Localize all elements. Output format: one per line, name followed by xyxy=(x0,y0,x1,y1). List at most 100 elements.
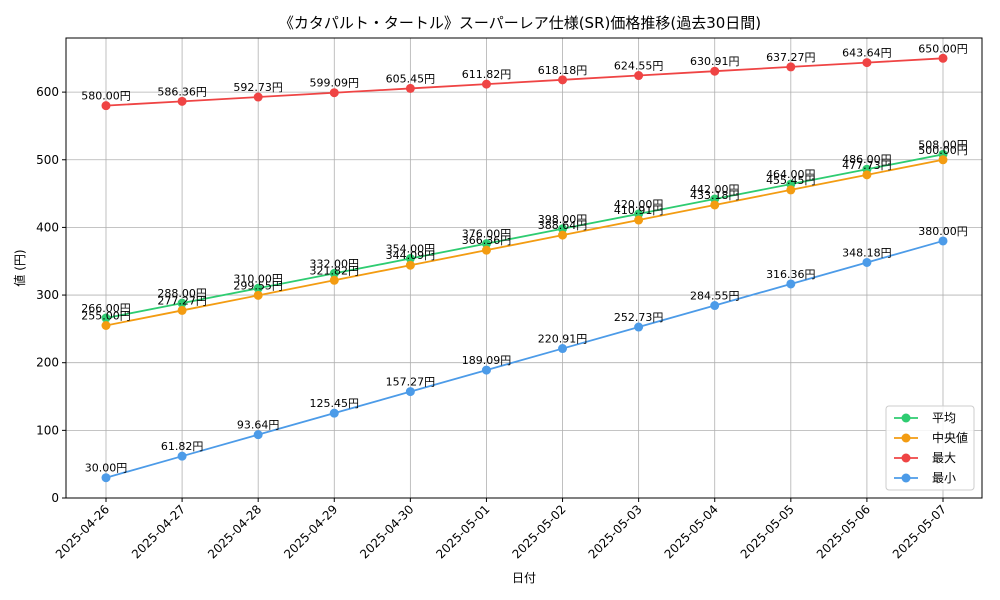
data-label: 605.45円 xyxy=(386,72,436,85)
data-label: 189.09円 xyxy=(462,354,512,367)
legend-label: 最大 xyxy=(932,451,956,465)
data-point xyxy=(253,92,263,102)
grid xyxy=(66,38,982,499)
data-label: 650.00円 xyxy=(918,42,968,55)
data-label: 157.27円 xyxy=(386,376,436,389)
data-point xyxy=(558,224,568,234)
data-point xyxy=(786,279,796,289)
data-label: 344.09円 xyxy=(386,249,436,262)
data-label: 299.55円 xyxy=(233,279,283,292)
data-point xyxy=(481,365,491,375)
data-label: 624.55円 xyxy=(614,60,664,73)
y-tick-label: 200 xyxy=(36,356,59,370)
x-tick-label: 2025-05-07 xyxy=(890,502,949,561)
data-label: 580.00円 xyxy=(81,90,131,103)
data-label: 288.00円 xyxy=(157,287,207,300)
data-point xyxy=(634,71,644,81)
legend-marker xyxy=(901,473,911,483)
x-axis: 2025-04-26 2025-04-27 2025-04-28 2025-04-29… xyxy=(53,498,949,561)
data-label: 380.00円 xyxy=(918,225,968,238)
data-point xyxy=(101,313,111,323)
data-label: 354.00円 xyxy=(386,243,436,256)
data-label: 508.00円 xyxy=(918,138,968,151)
data-point xyxy=(634,322,644,332)
plot-area xyxy=(65,37,983,499)
data-label: 266.00円 xyxy=(81,302,131,315)
y-tick-label: 0 xyxy=(51,491,59,505)
data-point xyxy=(558,344,568,354)
data-point xyxy=(329,275,339,285)
data-point xyxy=(710,200,720,210)
legend-marker xyxy=(901,453,911,463)
data-point xyxy=(862,257,872,267)
data-label: 599.09円 xyxy=(310,77,360,90)
data-label: 477.73円 xyxy=(842,159,892,172)
series-line xyxy=(105,57,944,107)
x-tick-label: 2025-04-27 xyxy=(129,502,188,561)
data-label: 30.00円 xyxy=(85,462,128,475)
chart-title: 《カタパルト・タートル》スーパーレア仕様(SR)価格推移(過去30日間) xyxy=(279,14,761,32)
data-point xyxy=(938,53,948,63)
data-label: 316.36円 xyxy=(766,268,816,281)
legend-marker xyxy=(901,413,911,423)
series-line xyxy=(105,240,944,479)
data-point xyxy=(938,236,948,246)
data-point xyxy=(177,96,187,106)
data-label: 277.27円 xyxy=(157,294,207,307)
data-label: 252.73円 xyxy=(614,311,664,324)
x-tick-label: 2025-05-02 xyxy=(509,502,568,561)
data-label: 284.55円 xyxy=(690,290,740,303)
x-tick-label: 2025-05-06 xyxy=(814,502,873,561)
data-point xyxy=(481,79,491,89)
data-label: 455.45円 xyxy=(766,174,816,187)
data-point xyxy=(177,305,187,315)
data-label: 464.00円 xyxy=(766,168,816,181)
x-tick-label: 2025-04-29 xyxy=(281,502,340,561)
data-point xyxy=(634,215,644,225)
data-label: 255.00円 xyxy=(81,310,131,323)
data-label: 486.00円 xyxy=(842,153,892,166)
data-label: 321.82円 xyxy=(310,264,360,277)
data-label: 618.18円 xyxy=(538,64,588,77)
data-point xyxy=(329,268,339,278)
x-axis-label: 日付 xyxy=(512,571,536,585)
data-label: 630.91円 xyxy=(690,55,740,68)
data-label: 643.64円 xyxy=(842,47,892,60)
data-point xyxy=(786,62,796,72)
data-point xyxy=(558,230,568,240)
data-point xyxy=(405,260,415,270)
x-tick-label: 2025-05-01 xyxy=(433,502,492,561)
data-label: 348.18円 xyxy=(842,246,892,259)
data-point xyxy=(177,298,187,308)
y-tick-label: 300 xyxy=(36,288,59,302)
data-label: 410.91円 xyxy=(614,204,664,217)
data-point xyxy=(862,58,872,68)
data-point xyxy=(558,75,568,85)
x-tick-label: 2025-05-05 xyxy=(738,502,797,561)
data-labels: 266.00円 288.00円 310.00円 332.00円 354.00円 376.0… xyxy=(81,42,968,474)
data-label: 332.00円 xyxy=(310,257,360,270)
data-label: 398.00円 xyxy=(538,213,588,226)
data-point xyxy=(329,408,339,418)
data-label: 61.82円 xyxy=(161,440,204,453)
data-point xyxy=(405,83,415,93)
data-point xyxy=(710,301,720,311)
data-point xyxy=(405,387,415,397)
data-label: 637.27円 xyxy=(766,51,816,64)
data-point xyxy=(710,66,720,76)
data-point xyxy=(101,101,111,111)
data-point xyxy=(177,451,187,461)
data-point xyxy=(862,170,872,180)
data-label: 366.36円 xyxy=(462,234,512,247)
data-label: 376.00円 xyxy=(462,228,512,241)
data-label: 420.00円 xyxy=(614,198,664,211)
data-point xyxy=(481,245,491,255)
y-tick-label: 500 xyxy=(36,153,59,167)
data-label: 310.00円 xyxy=(233,272,283,285)
legend-label: 中央値 xyxy=(932,430,968,445)
legend-label: 平均 xyxy=(932,411,956,425)
x-tick-label: 2025-05-03 xyxy=(586,502,645,561)
y-tick-label: 600 xyxy=(36,85,59,99)
